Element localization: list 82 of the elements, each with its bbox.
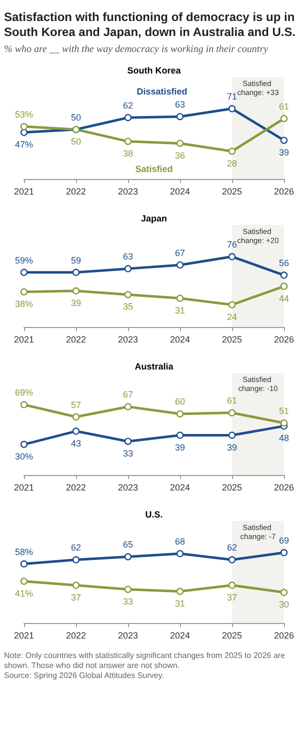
data-label: 50 xyxy=(70,112,82,122)
data-label: 57 xyxy=(70,400,82,410)
data-label: 33 xyxy=(122,596,134,606)
x-tick-label: 2024 xyxy=(170,630,190,640)
data-label: 51 xyxy=(278,406,290,416)
data-label: 53% xyxy=(14,109,34,120)
data-label: 67 xyxy=(122,390,134,400)
data-label: 68 xyxy=(174,536,186,547)
data-label: 37 xyxy=(70,592,82,602)
data-label: 47% xyxy=(14,140,34,150)
data-label: 60 xyxy=(174,396,186,407)
x-tick-label: 2021 xyxy=(14,334,34,344)
x-tick-label: 2022 xyxy=(66,482,86,492)
data-label: 39 xyxy=(70,298,82,308)
text: Note: Only countries with statistically significant changes from 2025 to 2026 are shown. Those who did not answer are not shown. xyxy=(4,651,286,671)
data-label: 36 xyxy=(174,150,186,160)
chart-title: Japan xyxy=(140,214,168,224)
data-label: 63 xyxy=(174,99,186,110)
data-label: 58% xyxy=(14,546,34,557)
data-label: 30% xyxy=(14,452,34,462)
data-label: 28 xyxy=(226,158,238,168)
text: Satisfied xyxy=(135,164,173,174)
data-label: 37 xyxy=(226,592,238,602)
x-tick-label: 2023 xyxy=(118,630,138,640)
data-label: 24 xyxy=(226,312,238,322)
data-label: 59% xyxy=(14,255,34,266)
x-tick-label: 2026 xyxy=(274,186,294,196)
data-label: 61 xyxy=(226,396,238,406)
data-label: 69 xyxy=(278,536,290,546)
data-label: 48 xyxy=(278,433,290,444)
x-tick-label: 2022 xyxy=(66,630,86,640)
data-label: 63 xyxy=(122,252,134,262)
data-label: 61 xyxy=(278,101,290,112)
data-label: 30 xyxy=(278,600,290,610)
x-tick-label: 2026 xyxy=(274,482,294,492)
data-label: 56 xyxy=(278,258,290,268)
x-tick-label: 2024 xyxy=(170,186,190,196)
data-label: 59 xyxy=(70,255,82,266)
x-tick-label: 2025 xyxy=(222,334,242,344)
data-label: 35 xyxy=(122,302,134,312)
x-tick-label: 2022 xyxy=(66,334,86,344)
x-tick-label: 2021 xyxy=(14,630,34,640)
data-label: 38% xyxy=(14,298,34,309)
data-label: 62 xyxy=(70,542,82,553)
x-tick-label: 2025 xyxy=(222,482,242,492)
text: % who are __ with the way democracy is working in their country xyxy=(4,44,270,55)
x-tick-label: 2024 xyxy=(170,334,190,344)
data-label: 76 xyxy=(226,240,238,250)
x-tick-label: 2025 xyxy=(222,186,242,196)
data-label: 39 xyxy=(226,442,238,452)
data-label: 65 xyxy=(122,540,134,550)
data-label: 50 xyxy=(70,136,82,147)
text: Dissatisfied xyxy=(136,86,188,97)
x-tick-label: 2023 xyxy=(118,186,138,196)
data-label: 31 xyxy=(174,598,186,608)
data-label: 67 xyxy=(174,248,186,258)
source-note: Source: Spring 2026 Global Attitudes Survey. xyxy=(4,671,165,681)
data-label: 39 xyxy=(278,147,290,158)
data-label: 44 xyxy=(278,293,290,304)
chart-title: South Korea xyxy=(127,66,182,76)
x-tick-label: 2023 xyxy=(118,334,138,344)
data-label: 33 xyxy=(122,448,134,458)
data-label: 62 xyxy=(226,542,238,553)
chart-title: U.S. xyxy=(145,510,163,520)
data-label: 69% xyxy=(14,388,34,398)
x-tick-label: 2026 xyxy=(274,334,294,344)
data-label: 71 xyxy=(226,92,238,102)
x-tick-label: 2026 xyxy=(274,630,294,640)
x-tick-label: 2021 xyxy=(14,186,34,196)
data-label: 43 xyxy=(70,438,82,448)
x-tick-label: 2025 xyxy=(222,630,242,640)
data-label: 41% xyxy=(14,588,34,598)
x-tick-label: 2023 xyxy=(118,482,138,492)
x-tick-label: 2024 xyxy=(170,482,190,492)
data-label: 38 xyxy=(122,148,134,158)
data-label: 62 xyxy=(122,100,134,110)
chart-title: Australia xyxy=(134,362,174,372)
data-label: 39 xyxy=(174,442,186,452)
data-label: 31 xyxy=(174,305,186,316)
text: Satisfaction with functioning of democracy is up in South Korea and Japan, down in Australia and U.S. xyxy=(4,10,297,40)
x-tick-label: 2021 xyxy=(14,482,34,492)
x-tick-label: 2022 xyxy=(66,186,86,196)
